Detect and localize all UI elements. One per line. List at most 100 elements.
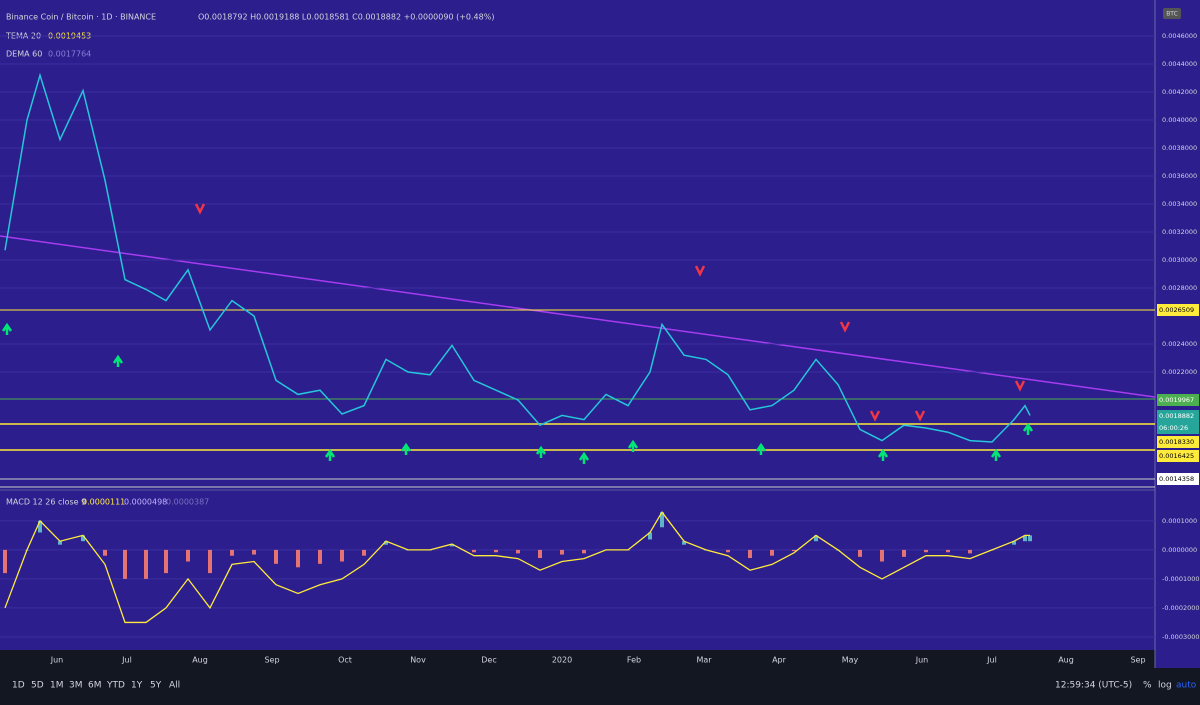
x-tick-label: Feb <box>627 656 641 665</box>
macd-bar <box>648 532 652 540</box>
macd-bar <box>660 512 664 528</box>
sell-arrow <box>194 203 206 215</box>
macd-bar <box>582 549 586 554</box>
x-tick-label: Sep <box>264 656 279 665</box>
buy-arrow <box>990 448 1002 461</box>
ohlc: O0.0018792 H0.0019188 L0.0018581 C0.0018… <box>198 13 494 22</box>
price-label-box <box>1157 436 1199 448</box>
macd-bar <box>103 549 107 556</box>
trendline <box>0 235 1156 398</box>
macd-bar <box>968 549 972 554</box>
scale-option[interactable]: log <box>1158 681 1172 691</box>
range-button[interactable]: 1M <box>50 681 64 691</box>
macd-bar <box>858 549 862 557</box>
macd-bar <box>472 549 476 553</box>
y-tick-label: 0.0001000 <box>1162 517 1197 525</box>
y-tick-label: 0.0034000 <box>1162 200 1197 208</box>
price-label-box <box>1157 394 1199 406</box>
macd-bar <box>230 549 234 556</box>
macd-bar <box>946 549 950 553</box>
x-tick-label: Oct <box>338 656 352 665</box>
macd-bar <box>770 549 774 556</box>
x-tick-label: Sep <box>1130 656 1145 665</box>
indicator-value: 0.0017764 <box>48 50 91 59</box>
range-button[interactable]: 1D <box>12 681 25 691</box>
buy-arrow <box>578 451 590 464</box>
scale-option[interactable]: auto <box>1176 681 1197 691</box>
buy-arrow <box>755 442 767 455</box>
macd-bar <box>516 549 520 554</box>
x-tick-label: Nov <box>410 656 426 665</box>
sell-arrow <box>914 410 926 422</box>
price-label: 0.0019967 <box>1159 396 1194 404</box>
macd-bar <box>164 549 168 574</box>
y-tick-label: -0.0003000 <box>1162 633 1200 641</box>
macd-bar <box>450 544 454 547</box>
range-button[interactable]: All <box>169 681 180 691</box>
y-tick-label: 0.0042000 <box>1162 88 1197 96</box>
macd-bar <box>296 549 300 568</box>
range-button[interactable]: YTD <box>106 681 125 691</box>
macd-line <box>4 511 1030 624</box>
sell-arrow <box>839 321 851 333</box>
y-tick-label: 0.0000000 <box>1162 546 1197 554</box>
macd-bar <box>362 549 366 556</box>
y-tick-label: 0.0038000 <box>1162 144 1197 152</box>
buy-arrow <box>535 445 547 458</box>
price-label: 0.0014358 <box>1159 475 1194 483</box>
hlines <box>0 309 1155 488</box>
range-button[interactable]: 1Y <box>131 681 143 691</box>
buy-arrow <box>877 448 889 461</box>
macd-bar <box>494 549 498 553</box>
range-button[interactable]: 3M <box>69 681 83 691</box>
macd-bar <box>274 549 278 564</box>
y-tick-label: -0.0001000 <box>1162 575 1200 583</box>
range-button[interactable]: 5D <box>31 681 44 691</box>
price-axis-bg <box>1155 0 1200 668</box>
x-tick-label: Jul <box>121 656 132 665</box>
price-label: 0.0016425 <box>1159 452 1194 460</box>
buy-arrow <box>1 322 13 335</box>
toolbar-bg <box>0 668 1200 701</box>
symbol: Binance Coin / Bitcoin · 1D · BINANCE <box>6 13 156 22</box>
y-tick-label: 0.0028000 <box>1162 284 1197 292</box>
x-tick-label: Jun <box>915 656 929 665</box>
buy-arrow <box>627 439 639 452</box>
x-tick-label: Dec <box>481 656 496 665</box>
macd-bar <box>58 541 62 545</box>
macd-bar <box>123 549 127 579</box>
macd-bar <box>924 549 928 553</box>
y-tick-label: 0.0030000 <box>1162 256 1197 264</box>
price-label: 0.0026509 <box>1159 306 1194 314</box>
scale-option[interactable]: % <box>1143 681 1152 691</box>
macd-bar <box>1028 535 1032 542</box>
range-button[interactable]: 6M <box>88 681 102 691</box>
macd-bar <box>792 549 796 552</box>
x-tick-label: Aug <box>192 656 208 665</box>
x-tick-label: Aug <box>1058 656 1074 665</box>
range-button[interactable]: 5Y <box>150 681 162 691</box>
price-label-box <box>1157 473 1199 485</box>
macd-bar <box>144 549 148 579</box>
macd-bar <box>340 549 344 562</box>
macd-bar <box>902 549 906 557</box>
price-label-box <box>1157 450 1199 462</box>
price-line <box>4 72 1031 443</box>
y-tick-label: 0.0036000 <box>1162 172 1197 180</box>
plot-bg <box>0 0 1155 650</box>
macd-reading: 0.0000498 <box>124 498 167 507</box>
macd-bar <box>318 549 322 564</box>
macd-bar <box>748 549 752 559</box>
macd-bar <box>252 549 256 555</box>
buy-arrow <box>324 448 336 461</box>
x-tick-label: Jul <box>986 656 997 665</box>
currency-badge <box>1163 8 1181 19</box>
sell-arrow <box>869 410 881 422</box>
buy-arrow <box>400 442 412 455</box>
y-tick-label: 0.0046000 <box>1162 32 1197 40</box>
macd-bar <box>682 541 686 545</box>
macd-bar <box>1023 535 1027 542</box>
macd-bar <box>880 549 884 562</box>
